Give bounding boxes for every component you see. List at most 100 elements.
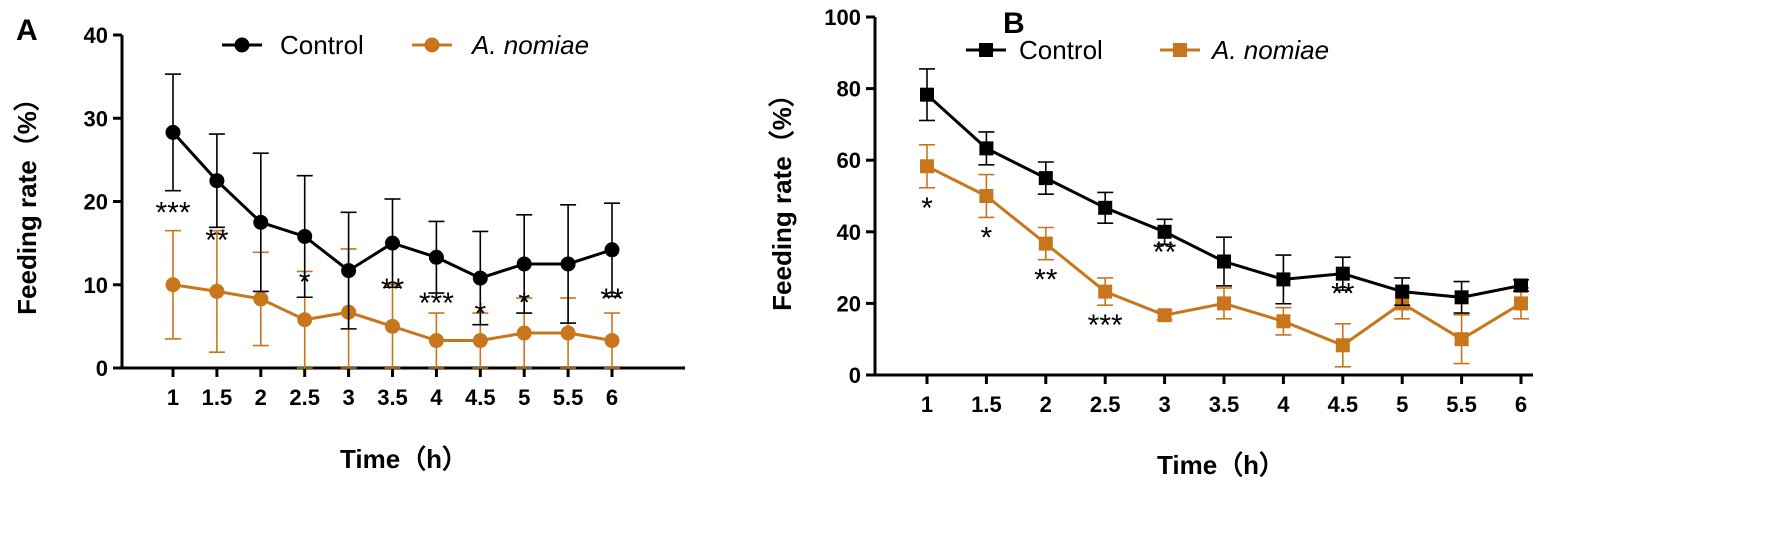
data-point: [165, 124, 181, 140]
x-tick-label: 1.5: [202, 385, 233, 410]
significance-marker: **: [1153, 236, 1177, 269]
x-tick-label: 5.5: [553, 385, 584, 410]
significance-marker: *: [981, 221, 993, 254]
data-point: [428, 333, 444, 349]
series-a-nomiae: [919, 144, 1529, 368]
x-axis-title: Time（h）: [340, 444, 468, 474]
y-axis-title: Feeding rate（%）: [767, 81, 797, 311]
data-point: [1098, 200, 1113, 215]
data-point: [1157, 308, 1172, 323]
data-point: [297, 312, 313, 328]
legend-marker: [234, 37, 250, 53]
data-point: [604, 242, 620, 258]
legend-marker: [1173, 43, 1187, 57]
data-point: [1454, 332, 1469, 347]
data-point: [920, 87, 934, 102]
y-tick-label: 0: [849, 363, 861, 388]
x-tick-label: 2: [255, 385, 267, 410]
data-point: [297, 228, 313, 244]
data-point: [1335, 266, 1350, 281]
data-point: [920, 159, 934, 174]
y-tick-label: 20: [837, 291, 861, 316]
x-axis-title: Time（h）: [1157, 450, 1285, 480]
y-tick-label: 100: [824, 5, 861, 30]
x-tick-label: 1.5: [971, 392, 1002, 417]
x-tick-label: 3: [342, 385, 354, 410]
data-point: [516, 256, 532, 272]
data-point: [1217, 254, 1231, 269]
panel-letter: B: [1003, 7, 1025, 40]
x-tick-label: 2.5: [1090, 392, 1121, 417]
legend-label: Control: [280, 30, 364, 60]
x-tick-label: 4.5: [465, 385, 496, 410]
significance-marker: **: [381, 273, 405, 306]
y-axis-title: Feeding rate（%）: [12, 85, 42, 315]
x-tick-label: 1: [921, 392, 933, 417]
legend-marker: [424, 37, 440, 53]
x-tick-label: 6: [1515, 392, 1527, 417]
y-tick-label: 20: [84, 190, 108, 215]
series-control: [165, 73, 620, 330]
x-tick-label: 5: [1396, 392, 1408, 417]
legend: Control A. nomiae: [222, 30, 589, 60]
data-point: [253, 291, 269, 307]
significance-marker: ***: [155, 197, 190, 230]
legend: Control A. nomiae: [966, 35, 1329, 65]
series-control: [919, 68, 1529, 314]
significance-marker: **: [600, 283, 624, 316]
data-point: [1038, 236, 1053, 251]
significance-marker: ***: [419, 287, 454, 320]
x-tick-label: 3: [1158, 392, 1170, 417]
y-tick-label: 80: [837, 77, 861, 102]
x-tick-label: 3.5: [1209, 392, 1240, 417]
significance-marker: *: [921, 192, 933, 225]
y-tick-label: 0: [96, 356, 108, 381]
x-tick-label: 2: [1040, 392, 1052, 417]
data-point: [209, 173, 225, 189]
data-point: [1038, 171, 1053, 186]
legend-label: A. nomiae: [470, 30, 589, 60]
legend-marker: [979, 43, 993, 57]
data-point: [979, 189, 994, 203]
x-tick-label: 4.5: [1328, 392, 1359, 417]
data-point: [516, 325, 532, 341]
data-point: [341, 263, 357, 279]
data-point: [472, 270, 488, 286]
x-tick-label: 4: [430, 385, 443, 410]
data-point: [428, 249, 444, 265]
significance-marker: **: [1331, 278, 1355, 311]
y-tick-label: 40: [84, 23, 108, 48]
significance-marker: ***: [1088, 309, 1123, 342]
data-point: [560, 256, 576, 272]
data-point: [1454, 290, 1469, 305]
significance-marker: *: [299, 266, 311, 299]
legend-label: Control: [1019, 35, 1103, 65]
chart-panel-a: A 0 10 20 30 40 1 1.5 2 2.5 3 3.5 4 4.5 5 5.5 6 Feeding r…: [12, 14, 685, 474]
data-point: [1335, 338, 1350, 353]
y-tick-label: 30: [84, 106, 108, 131]
x-tick-label: 3.5: [377, 385, 408, 410]
x-tick-label: 2.5: [289, 385, 320, 410]
significance-marker: *: [474, 297, 486, 330]
y-tick-label: 10: [84, 273, 108, 298]
data-point: [1514, 278, 1528, 293]
x-tick-label: 1: [167, 385, 179, 410]
data-point: [1157, 224, 1172, 239]
data-point: [472, 333, 488, 349]
data-point: [560, 325, 576, 341]
y-tick-label: 60: [837, 148, 861, 173]
panel-letter: A: [16, 14, 38, 47]
data-point: [1395, 284, 1410, 299]
y-tick-label: 40: [837, 220, 861, 245]
chart-panel-b: B 0 20 40 60 80 100 1 1.5 2 2.5 3 3.5 4 4.5 5 5.5 6 Feedin…: [767, 5, 1533, 480]
data-point: [1514, 296, 1528, 311]
significance-marker: **: [1034, 264, 1058, 297]
x-tick-label: 5: [518, 385, 530, 410]
significance-marker: **: [205, 224, 229, 257]
data-point: [385, 318, 400, 334]
x-tick-label: 5.5: [1446, 392, 1477, 417]
data-point: [253, 214, 269, 230]
data-point: [165, 277, 181, 293]
legend-label: A. nomiae: [1210, 35, 1329, 65]
